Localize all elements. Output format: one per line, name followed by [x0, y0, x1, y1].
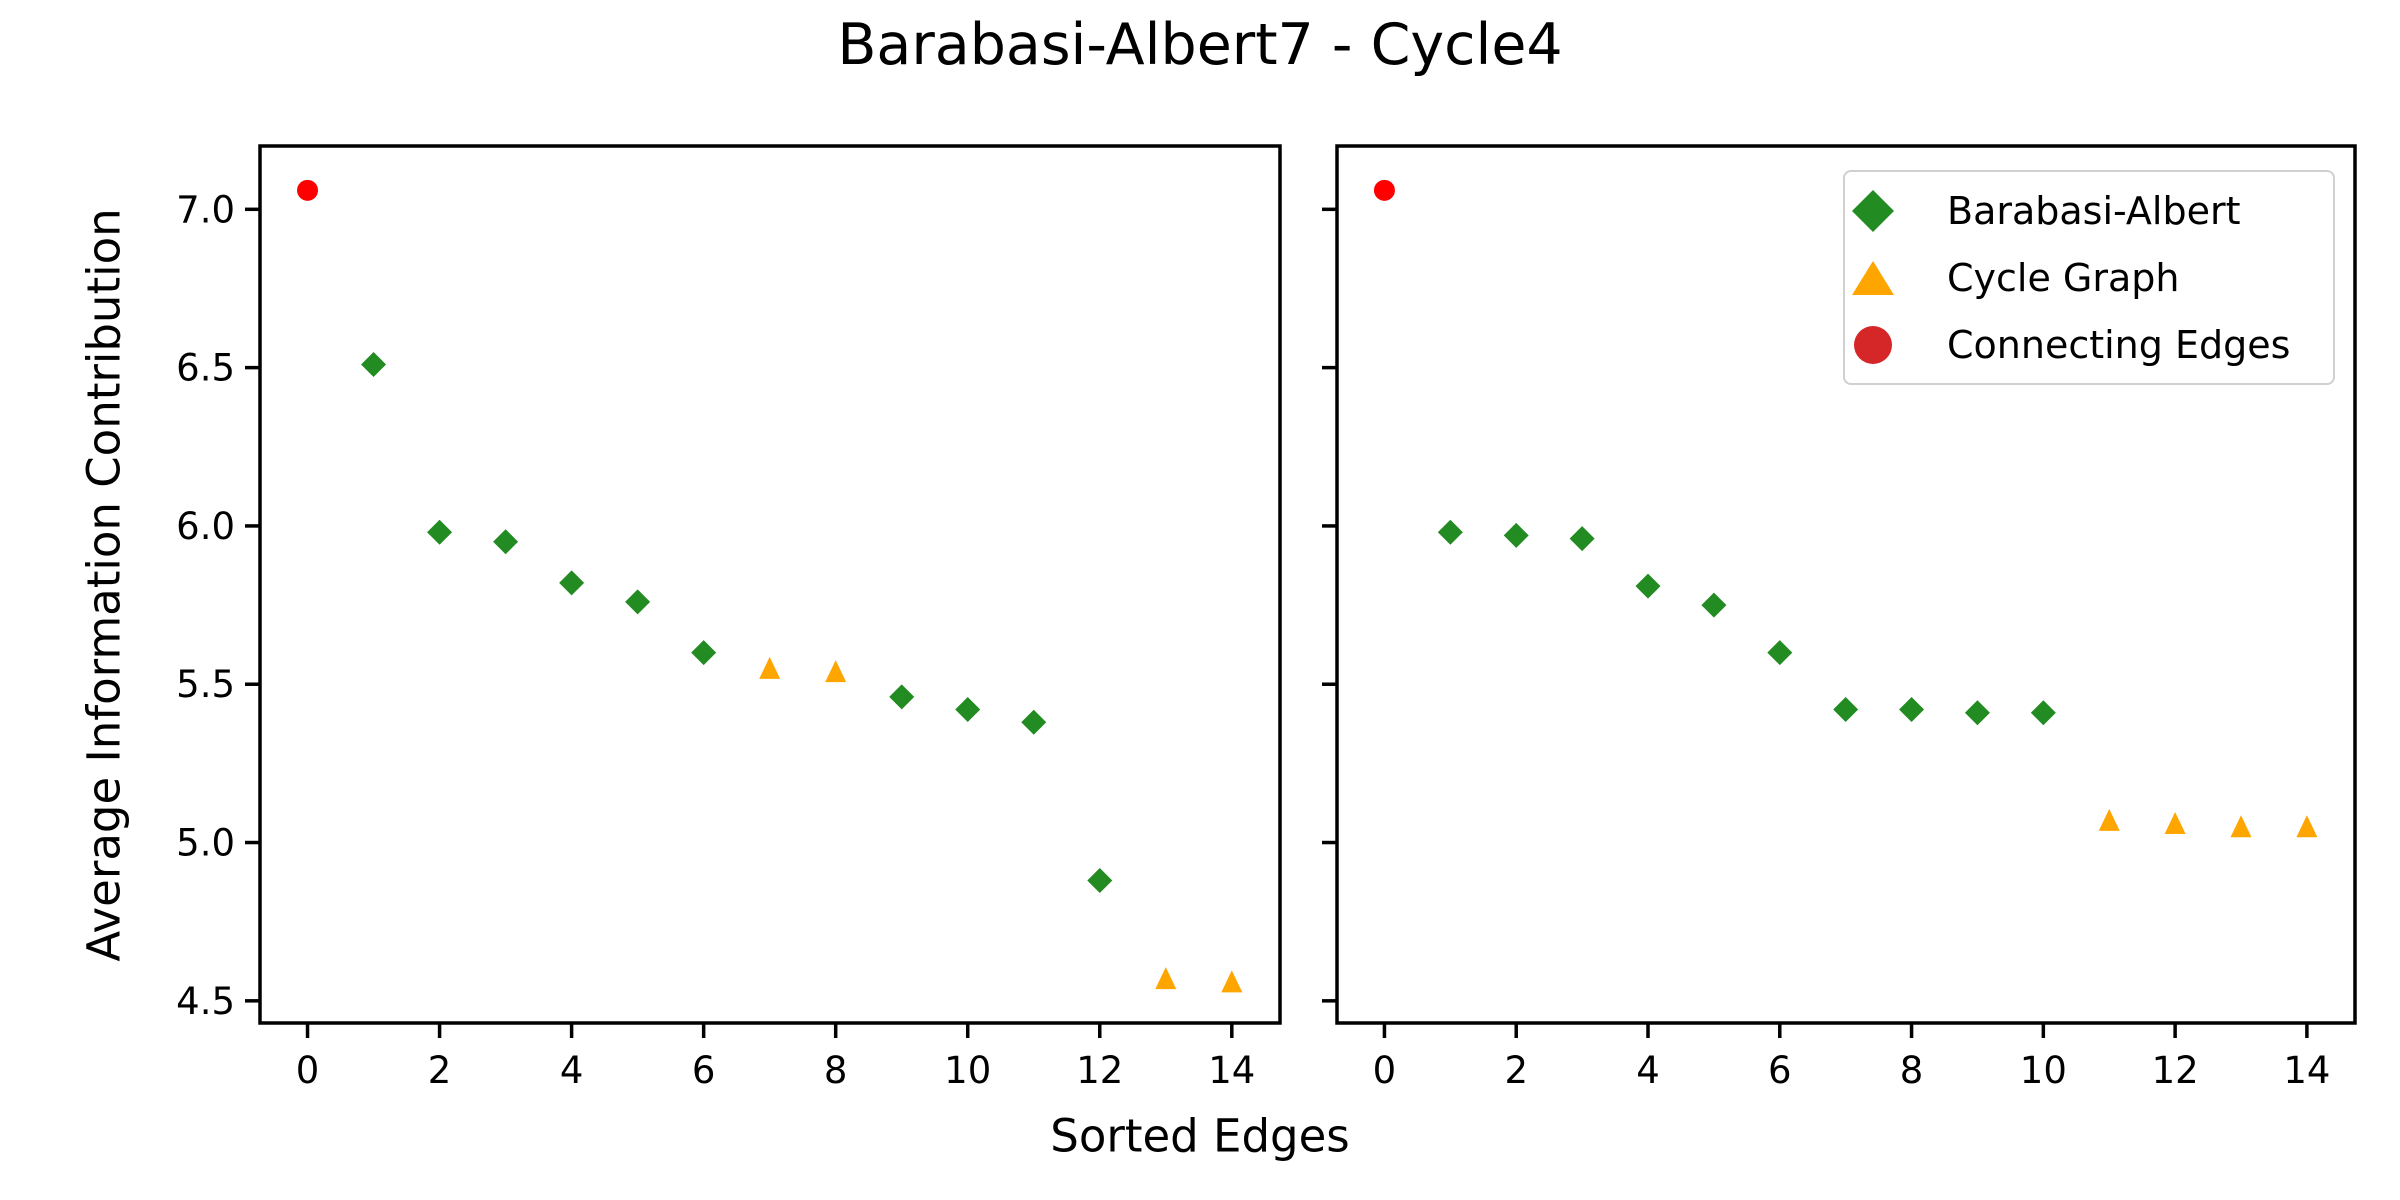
legend-diamond-icon: [1852, 189, 1894, 232]
data-point-diamond: [559, 570, 585, 596]
x-tick-label: 14: [1208, 1049, 1255, 1092]
x-tick-label: 2: [428, 1049, 452, 1092]
data-point-circle: [297, 179, 319, 201]
data-point-diamond: [1767, 640, 1793, 666]
legend-label: Connecting Edges: [1947, 322, 2291, 367]
x-tick-label: 6: [692, 1049, 716, 1092]
data-point-triangle: [759, 656, 781, 679]
data-point-diamond: [1701, 592, 1727, 618]
legend-box: Barabasi-Albert Cycle Graph Connecting E…: [1843, 170, 2335, 385]
x-tick-label: 8: [824, 1049, 848, 1092]
data-point-diamond: [493, 529, 519, 555]
y-tick-label: 7.0: [176, 188, 235, 231]
x-tick-label: 2: [1504, 1049, 1528, 1092]
data-point-diamond: [1964, 700, 1990, 726]
y-axis-label: Average Information Contribution: [77, 208, 131, 962]
data-point-diamond: [2030, 700, 2056, 726]
data-point-triangle: [2164, 812, 2186, 835]
x-tick-label: 4: [560, 1049, 584, 1092]
data-point-diamond: [955, 697, 981, 723]
x-tick-label: 6: [1768, 1049, 1792, 1092]
data-point-diamond: [1833, 697, 1859, 723]
data-point-triangle: [825, 660, 847, 683]
data-point-diamond: [427, 519, 453, 545]
x-tick-label: 14: [2283, 1049, 2330, 1092]
left-subplot-frame: [258, 144, 1282, 1025]
data-point-diamond: [1569, 526, 1595, 552]
y-tick-label: 5.5: [176, 663, 235, 706]
data-point-diamond: [889, 684, 915, 710]
data-point-triangle: [2296, 815, 2318, 838]
data-point-triangle: [2230, 815, 2252, 838]
data-point-diamond: [1503, 522, 1529, 548]
x-tick-label: 0: [1373, 1049, 1397, 1092]
x-tick-label: 12: [1076, 1049, 1123, 1092]
data-point-diamond: [1635, 573, 1661, 599]
data-point-diamond: [625, 589, 651, 615]
x-tick-label: 4: [1636, 1049, 1660, 1092]
legend-item-connecting-edges: Connecting Edges: [1849, 311, 2333, 378]
legend-item-barabasi-albert: Barabasi-Albert: [1849, 177, 2333, 244]
y-tick-label: 4.5: [176, 980, 235, 1023]
y-tick-label: 6.0: [176, 505, 235, 548]
x-tick-label: 10: [944, 1049, 991, 1092]
legend-circle-icon: [1854, 325, 1892, 364]
data-point-diamond: [1437, 519, 1463, 545]
data-point-triangle: [2098, 808, 2120, 831]
data-point-diamond: [1899, 697, 1925, 723]
data-point-diamond: [1087, 868, 1113, 894]
data-point-circle: [1373, 179, 1395, 201]
x-axis-label: Sorted Edges: [1050, 1109, 1350, 1163]
x-tick-label: 12: [2152, 1049, 2199, 1092]
data-point-triangle: [1221, 970, 1243, 993]
x-tick-label: 0: [296, 1049, 320, 1092]
legend-label: Barabasi-Albert: [1947, 188, 2241, 233]
data-point-diamond: [361, 351, 387, 377]
data-point-triangle: [1155, 967, 1177, 990]
y-tick-label: 6.5: [176, 347, 235, 390]
y-tick-label: 5.0: [176, 822, 235, 865]
legend-triangle-icon: [1852, 260, 1894, 295]
chart-title: Barabasi-Albert7 - Cycle4: [837, 12, 1563, 78]
legend-item-cycle-graph: Cycle Graph: [1849, 244, 2333, 311]
data-point-diamond: [691, 640, 717, 666]
x-tick-label: 8: [1900, 1049, 1924, 1092]
right-subplot-frame: [1335, 144, 2357, 1025]
data-point-diamond: [1021, 709, 1047, 735]
legend-label: Cycle Graph: [1947, 255, 2180, 300]
x-tick-label: 10: [2020, 1049, 2067, 1092]
